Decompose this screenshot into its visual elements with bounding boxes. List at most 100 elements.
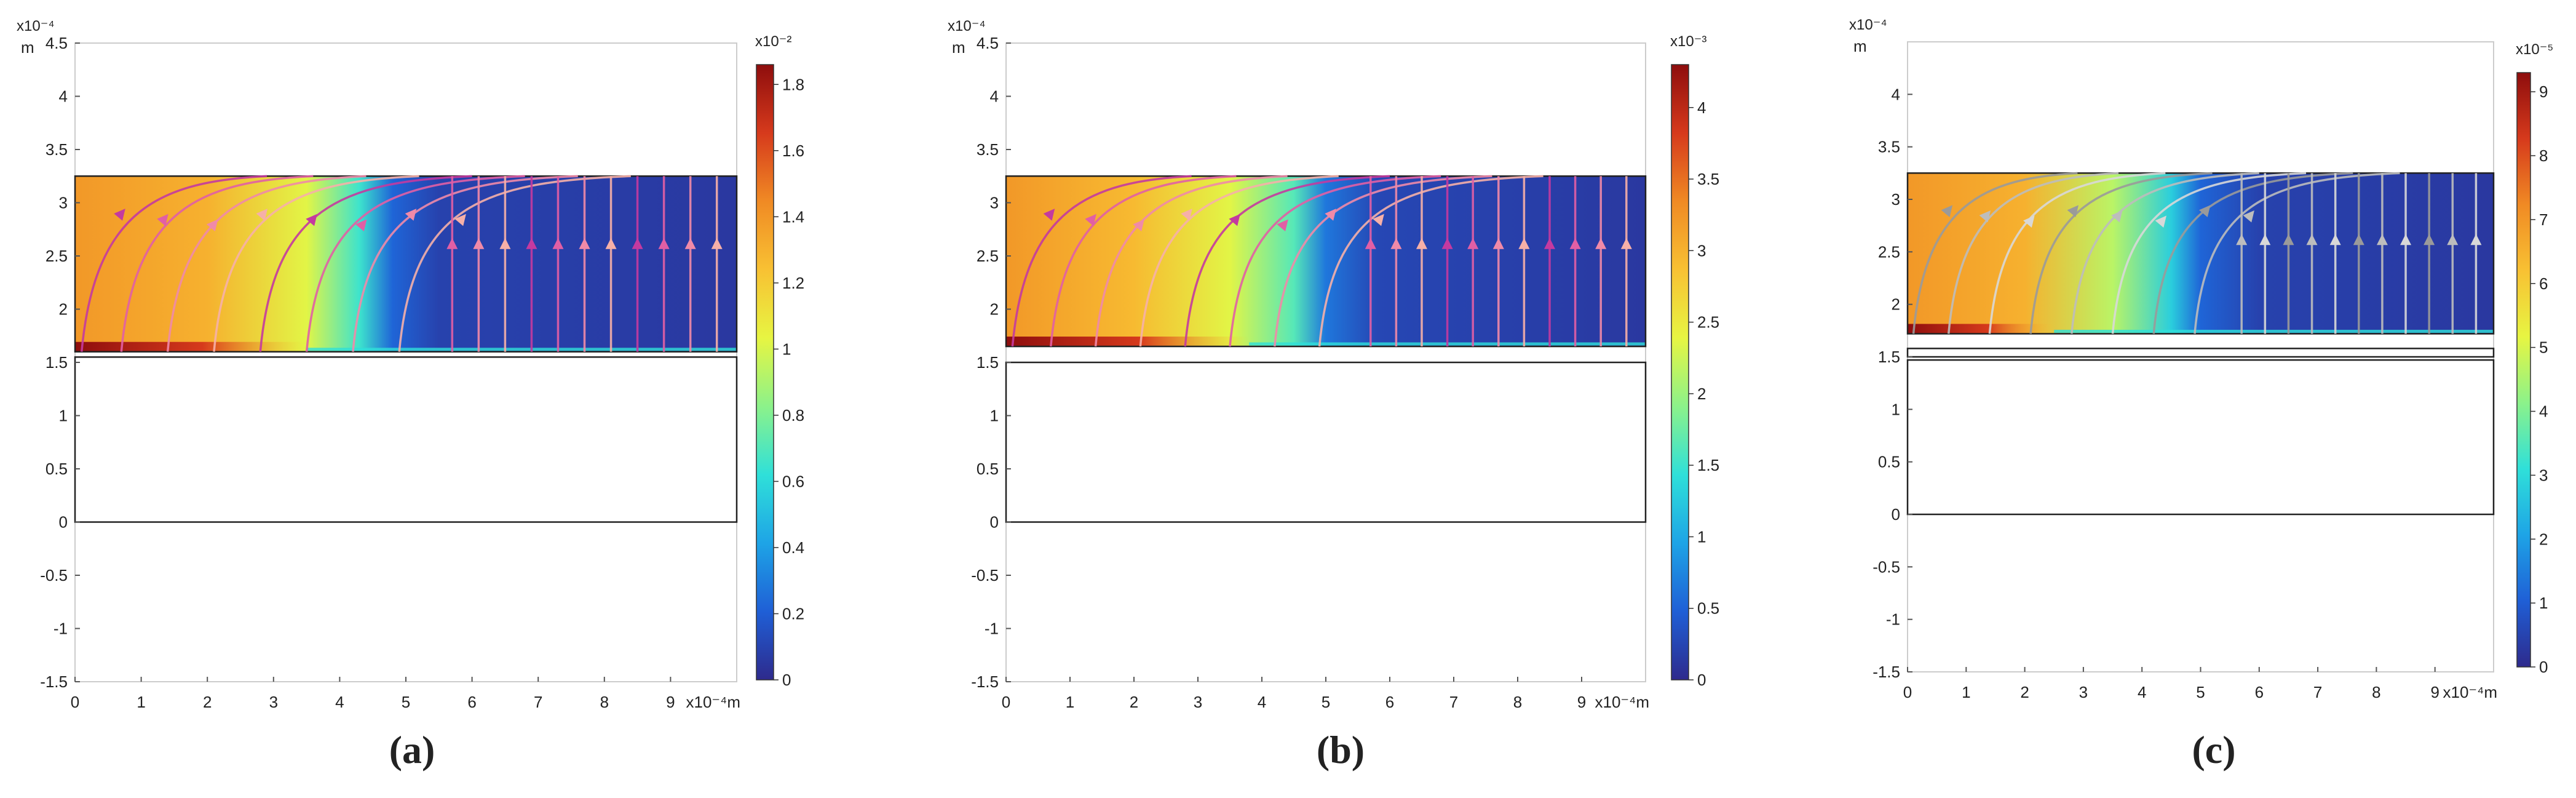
streamline-arrow: [157, 213, 168, 226]
streamline-arrow: [2111, 210, 2123, 223]
y-tick-label: -1: [1886, 610, 1900, 629]
colorbar-tick-label: 1.2: [782, 274, 804, 292]
streamline-arrow: [1569, 237, 1581, 249]
panel-b: 0 1 2 3 4 5 6 7 8 9 x10⁻⁴m-1.5-1-0.500.511.522.533…: [948, 18, 1719, 772]
streamline-arrow: [1441, 237, 1453, 249]
streamline-arrow: [711, 237, 723, 249]
y-tick-label: -1.5: [971, 672, 999, 691]
y-tick-label: 1.5: [46, 353, 68, 372]
colorbar-tick-label: 0.5: [1697, 599, 1719, 618]
colorbar-tick-label: 0: [1697, 671, 1706, 689]
lower-domain: [74, 356, 738, 523]
y-axis-unit: m: [1853, 37, 1867, 55]
y-tick-label: 3.5: [977, 140, 999, 159]
x-tick-label: 1: [1066, 693, 1074, 711]
x-tick-label: 8: [1513, 693, 1522, 711]
y-axis-exponent: x10⁻⁴: [17, 18, 55, 34]
streamline: [2111, 172, 2307, 334]
streamline-arrow: [2447, 234, 2459, 245]
streamline-arrow: [454, 213, 466, 226]
colorbar: [1671, 64, 1689, 680]
hotspot-strip: [75, 341, 307, 352]
colorbar-tick-label: 6: [2539, 274, 2548, 293]
streamline-arrow: [2236, 234, 2248, 245]
streamline-arrow: [2306, 234, 2318, 245]
streamline: [81, 175, 268, 352]
y-tick-label: 2: [990, 300, 999, 319]
field-region: [1908, 173, 2494, 334]
y-tick-label: 2.5: [1878, 242, 1900, 261]
streamline: [1139, 175, 1339, 347]
streamline-arrow: [1277, 219, 1288, 232]
streamline-arrow: [1390, 237, 1402, 249]
colorbar-tick-label: 9: [2539, 82, 2548, 101]
colorbar-exponent: x10⁻⁵: [2516, 41, 2553, 58]
streamline: [1011, 175, 1192, 347]
colorbar-tick-label: 1: [1697, 527, 1706, 546]
colorbar: [2516, 72, 2531, 668]
colorbar-tick-label: 1.8: [782, 75, 804, 94]
colorbar-tick-label: 2: [1697, 385, 1706, 403]
x-tick-label: 9: [1577, 693, 1586, 711]
x-tick-label: 6: [2255, 683, 2264, 701]
y-tick-label: 4: [59, 87, 68, 106]
y-tick-label: 1.5: [977, 353, 999, 372]
y-axis-exponent: x10⁻⁴: [1849, 17, 1887, 33]
y-tick-label: 2.5: [977, 247, 999, 265]
lower-domain: [1005, 361, 1647, 523]
lower-domain: [1906, 348, 2495, 358]
streamline-arrow: [2283, 234, 2294, 245]
streamline-arrow: [1229, 213, 1240, 226]
colorbar-tick-label: 4: [1697, 98, 1706, 117]
y-tick-label: 4.5: [977, 34, 999, 52]
colorbar-tick-label: 0: [2539, 658, 2548, 676]
x-tick-label: 9: [666, 693, 675, 711]
streamline-arrow: [1365, 237, 1376, 249]
x-tick-label: 3: [1194, 693, 1202, 711]
y-tick-label: 2: [1892, 295, 1900, 314]
colorbar-tick-label: 8: [2539, 146, 2548, 165]
streamline: [2029, 172, 2213, 334]
streamline: [305, 175, 525, 352]
panel-label: (c): [2192, 728, 2235, 772]
streamline: [120, 175, 314, 352]
streamline-arrow: [1544, 237, 1555, 249]
x-axis-exponent: x10⁻⁴m: [686, 693, 740, 711]
colorbar-tick-label: 7: [2539, 210, 2548, 229]
streamline-arrow: [2400, 234, 2412, 245]
streamline-arrow: [1518, 237, 1530, 249]
streamline-arrow: [2155, 215, 2166, 228]
x-tick-label: 7: [1449, 693, 1458, 711]
y-tick-label: 3: [59, 194, 68, 212]
streamline-arrow: [1467, 237, 1479, 249]
streamline-arrow: [1941, 205, 1953, 217]
y-tick-label: 2.5: [46, 247, 68, 265]
streamline-arrow: [473, 237, 485, 249]
x-tick-label: 0: [1903, 683, 1912, 701]
streamline: [213, 175, 419, 352]
colorbar-tick-label: 1.4: [782, 207, 804, 226]
x-tick-label: 5: [402, 693, 410, 711]
colorbar-tick-label: 1: [2539, 594, 2548, 612]
streamline-arrow: [355, 219, 367, 232]
x-tick-label: 9: [2430, 683, 2439, 701]
streamline: [352, 175, 578, 352]
streamline-arrow: [2329, 234, 2341, 245]
streamline: [1912, 172, 2078, 334]
x-tick-label: 3: [2079, 683, 2088, 701]
streamline-arrow: [2259, 234, 2271, 245]
streamline-arrow: [306, 213, 317, 226]
y-tick-label: -0.5: [971, 566, 999, 585]
x-tick-label: 4: [1258, 693, 1266, 711]
colorbar-tick-label: 3: [1697, 241, 1706, 260]
x-axis-exponent: x10⁻⁴m: [2443, 683, 2497, 701]
y-tick-label: -1.5: [40, 672, 68, 691]
lower-domain: [1906, 359, 2495, 516]
streamline-arrow: [2243, 210, 2254, 223]
y-tick-label: 4: [1892, 85, 1900, 103]
y-tick-label: 1: [59, 407, 68, 425]
streamline-arrow: [2198, 205, 2211, 217]
y-tick-label: 4.5: [46, 34, 68, 52]
y-tick-label: -0.5: [1873, 557, 1900, 576]
x-tick-label: 1: [137, 693, 145, 711]
